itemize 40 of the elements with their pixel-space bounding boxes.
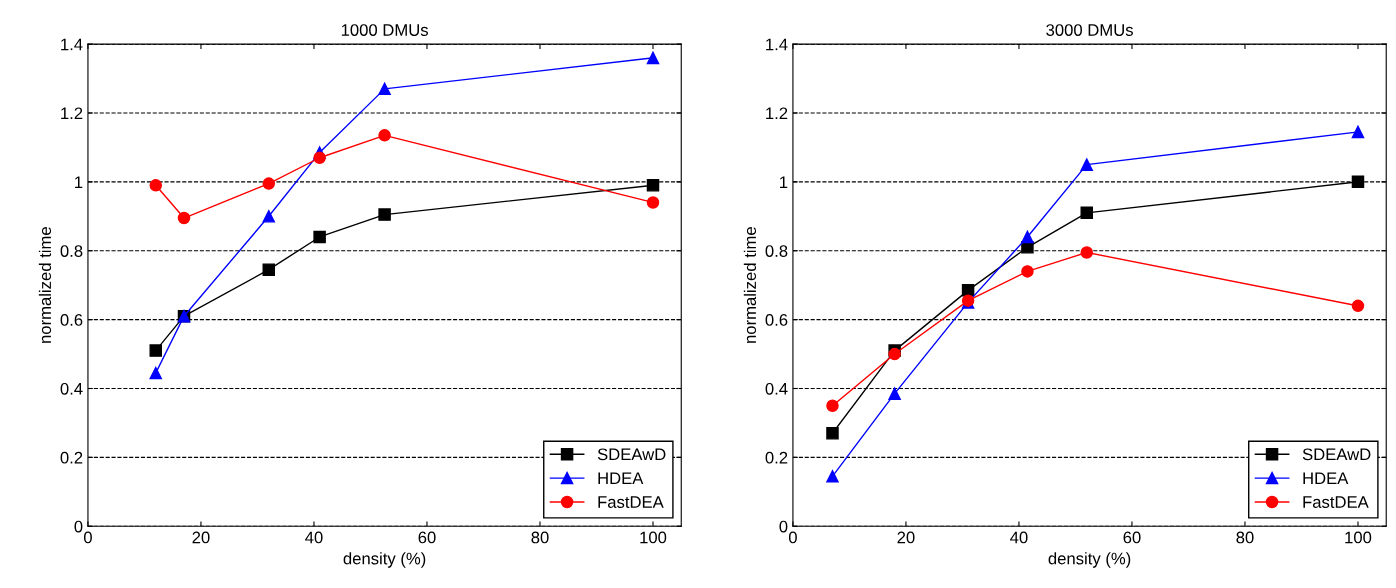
y-tick-label: 0.6	[765, 314, 788, 326]
x-tick-label: 100	[1345, 531, 1372, 544]
x-tick-label: 0	[788, 531, 797, 544]
chart-title: 3000 DMUs	[1046, 24, 1133, 36]
legend-label: HDEA	[1303, 472, 1349, 484]
y-tick-label: 1.4	[766, 38, 788, 51]
y-tick-label: 0.4	[765, 382, 788, 395]
y-tick-label: 0.2	[60, 451, 83, 464]
x-tick-label: 60	[1123, 531, 1141, 544]
legend-label: HDEA	[598, 472, 644, 484]
x-tick-label: 40	[1010, 531, 1028, 544]
legend-label: FastDEA	[1303, 496, 1369, 508]
y-tick-label: 0.6	[60, 314, 83, 326]
y-tick-label: 1	[75, 176, 83, 188]
y-tick-label: 0	[74, 520, 83, 533]
y-tick-label: 1.4	[61, 38, 83, 51]
y-tick-label: 0.8	[60, 245, 83, 257]
y-tick-label: 1	[780, 176, 788, 188]
x-tick-label: 100	[640, 531, 667, 544]
legend-label: SDEAwD	[597, 448, 666, 461]
x-tick-label: 80	[1236, 531, 1254, 544]
y-tick-label: 0.8	[765, 245, 788, 257]
x-tick-label: 60	[418, 531, 436, 544]
y-axis-title: normalized time	[743, 227, 757, 343]
y-tick-label: 0	[779, 520, 788, 533]
y-tick-label: 0.4	[60, 382, 83, 395]
legend-label: SDEAwD	[1302, 448, 1371, 461]
x-tick-label: 20	[897, 531, 915, 544]
x-tick-label: 20	[192, 531, 210, 544]
legend-label: FastDEA	[598, 496, 664, 508]
y-axis-title: normalized time	[38, 227, 52, 343]
y-tick-label: 0.2	[765, 451, 788, 464]
x-tick-label: 40	[305, 531, 323, 544]
y-tick-label: 1.2	[766, 107, 788, 120]
x-axis-title: density (%)	[343, 552, 426, 568]
x-tick-label: 0	[83, 531, 92, 544]
y-tick-label: 1.2	[61, 107, 83, 120]
x-axis-title: density (%)	[1048, 552, 1131, 568]
chart-title: 1000 DMUs	[341, 24, 428, 36]
x-tick-label: 80	[531, 531, 549, 544]
